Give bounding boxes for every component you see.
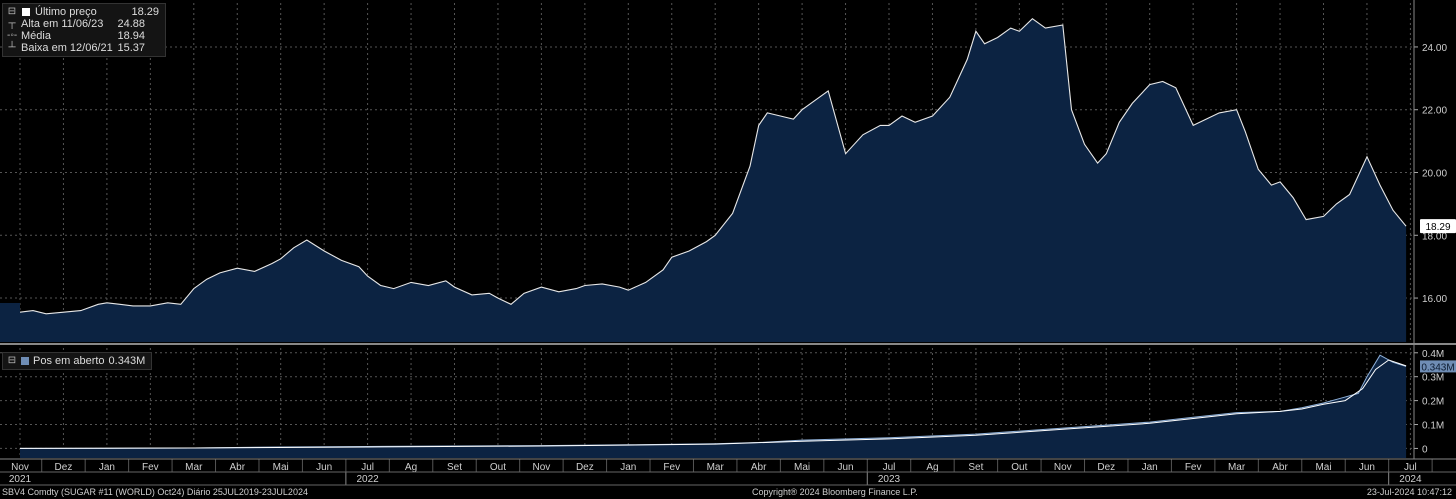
y-tick-label: 16.00 (1422, 294, 1447, 305)
x-tick-label: Jul (1404, 462, 1417, 473)
x-tick-label: Mai (794, 462, 810, 473)
white-square-icon (22, 8, 30, 16)
minus-box-icon[interactable]: ⊟ (7, 6, 17, 17)
last-price-tag: 18.29 (1425, 222, 1450, 233)
legend-label: Média (21, 30, 51, 42)
x-tick-label: Jan (99, 462, 115, 473)
y-tick-label: 22.00 (1422, 106, 1447, 117)
year-label: 2022 (356, 474, 379, 485)
open-interest-legend: ⊟ Pos em aberto 0.343M (2, 352, 153, 370)
y-tick-label: 20.00 (1422, 169, 1447, 180)
x-tick-label: Nov (533, 462, 551, 473)
x-tick-label: Out (1011, 462, 1027, 473)
panel-frame (0, 0, 1456, 486)
legend-value: 24.88 (117, 18, 145, 30)
price-legend: ⊟ Último preço 18.29 ┬ Alta em 11/06/23 … (2, 3, 166, 57)
legend-value: 18.29 (131, 6, 159, 18)
x-tick-label: Nov (1054, 462, 1072, 473)
year-label: 2021 (9, 474, 32, 485)
legend-label: Último preço (35, 6, 97, 18)
price-area-left-pad (0, 303, 20, 342)
year-label: 2024 (1399, 474, 1422, 485)
y-tick-label: 0.4M (1422, 349, 1444, 360)
x-tick-label: Jan (1142, 462, 1158, 473)
price-area (20, 18, 1407, 342)
price-area-series (0, 17, 1407, 342)
legend-row-high: ┬ Alta em 11/06/23 24.88 (7, 18, 159, 30)
footer-timestamp: 23-Jul-2024 10:47:12 (1366, 487, 1452, 497)
legend-value: 18.94 (117, 30, 145, 42)
x-tick-label: Set (968, 462, 983, 473)
x-tick-label: Out (490, 462, 506, 473)
x-tick-label: Set (447, 462, 462, 473)
year-label: 2023 (878, 474, 901, 485)
x-tick-label: Mar (185, 462, 203, 473)
x-tick-label: Mar (1228, 462, 1246, 473)
last-value-tags: 18.29 0.343M (1420, 219, 1456, 373)
x-tick-label: Jun (1359, 462, 1375, 473)
x-tick-label: Dez (1097, 462, 1115, 473)
price-line (19, 17, 1407, 315)
legend-label: Pos em aberto (33, 355, 105, 367)
x-tick-label: Fev (1185, 462, 1202, 473)
minus-box-icon[interactable]: ⊟ (7, 355, 17, 366)
x-tick-label: Abr (751, 462, 767, 473)
x-tick-label: Jun (837, 462, 853, 473)
average-marker-icon: -◦- (7, 30, 18, 41)
x-tick-label: Mai (273, 462, 289, 473)
x-tick-label: Mai (1315, 462, 1331, 473)
x-axis: Nov Dez Jan Fev Mar Abr Mai Jun Jul Ag Set Out Nov De… (9, 459, 1433, 485)
blue-square-icon (21, 357, 29, 365)
legend-label: Alta em 11/06/23 (21, 18, 104, 30)
legend-row-average: -◦- Média 18.94 (7, 30, 159, 42)
high-marker-icon: ┬ (8, 18, 16, 29)
last-oi-tag: 0.343M (1421, 362, 1454, 373)
oi-average-line (19, 359, 1407, 449)
x-tick-label: Jun (316, 462, 332, 473)
legend-value: 0.343M (108, 355, 146, 367)
x-tick-label: Jul (883, 462, 896, 473)
x-tick-label: Abr (1272, 462, 1288, 473)
footer-ticker: SBV4 Comdty (SUGAR #11 (WORLD) Oct24) Di… (2, 487, 308, 497)
legend-value: 15.37 (117, 42, 145, 54)
x-tick-label: Ag (926, 462, 938, 473)
y-tick-label: 0.3M (1422, 373, 1444, 384)
x-tick-label: Mar (707, 462, 725, 473)
footer-copyright: Copyright® 2024 Bloomberg Finance L.P. (752, 487, 918, 497)
x-tick-label: Jul (361, 462, 374, 473)
x-tick-label: Ag (405, 462, 417, 473)
x-tick-label: Abr (229, 462, 245, 473)
legend-row-low: ┴ Baixa em 12/06/21 15.37 (7, 42, 159, 54)
legend-label: Baixa em 12/06/21 (21, 42, 113, 54)
last-price-tag-bg (1420, 219, 1456, 234)
price-y-axis: 16.00 18.00 20.00 22.00 24.00 (1414, 43, 1447, 305)
x-tick-label: Fev (663, 462, 680, 473)
x-tick-label: Dez (576, 462, 594, 473)
y-tick-label: 18.00 (1422, 231, 1447, 242)
oi-y-axis: 0 0.1M 0.2M 0.3M 0.4M (1414, 349, 1444, 455)
x-tick-label: Fev (142, 462, 159, 473)
y-tick-label: 0 (1422, 444, 1428, 455)
x-tick-label: Jan (620, 462, 636, 473)
oi-area (20, 355, 1407, 458)
x-tick-label: Dez (55, 462, 73, 473)
y-tick-label: 0.2M (1422, 397, 1444, 408)
low-marker-icon: ┴ (8, 42, 16, 53)
y-tick-label: 24.00 (1422, 43, 1447, 54)
y-tick-label: 0.1M (1422, 421, 1444, 432)
last-oi-tag-bg (1420, 360, 1456, 373)
legend-row-last: ⊟ Último preço 18.29 (7, 6, 159, 18)
x-tick-label: Nov (11, 462, 29, 473)
open-interest-series (19, 354, 1407, 458)
